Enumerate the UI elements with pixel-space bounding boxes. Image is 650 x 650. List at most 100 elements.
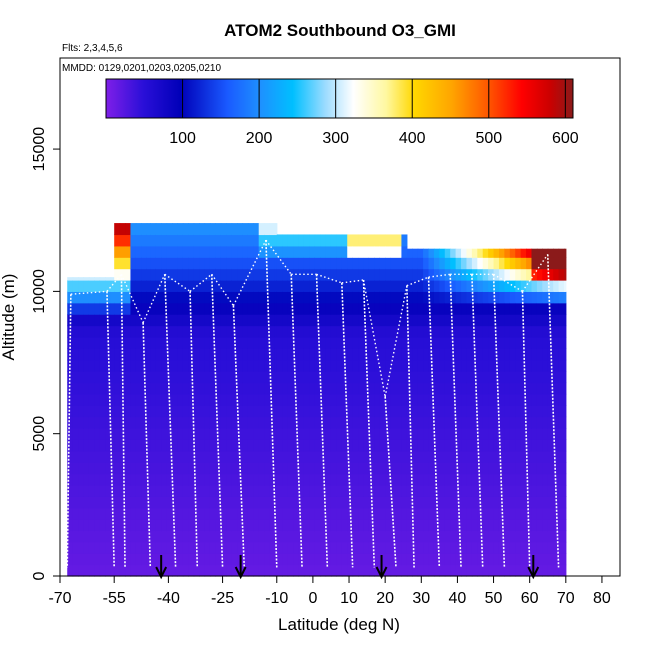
curtain-cell [125,348,132,361]
curtain-cell [536,325,543,338]
curtain-cell [110,277,115,281]
curtain-cell [242,439,249,452]
curtain-cell [166,484,173,497]
curtain-cell [520,473,527,486]
curtain-cell [166,530,173,543]
curtain-cell [325,359,332,372]
colorbar-gradient [105,78,574,119]
curtain-cell [258,268,265,281]
curtain-cell [247,541,254,554]
curtain-cell [237,336,244,349]
curtain-cell [450,280,457,292]
curtain-cell [558,248,565,258]
curtain-cell [493,325,500,338]
curtain-cell [325,393,332,406]
curtain-cell [125,359,132,372]
curtain-cell [247,405,254,418]
curtain-cell [215,302,222,315]
curtain-cell [352,371,359,384]
curtain-cell [287,530,294,543]
curtain-cell [72,541,79,554]
curtain-cell [374,382,381,395]
curtain-cell [130,484,137,497]
curtain-cell [88,325,95,338]
curtain-cell [135,507,142,520]
curtain-cell [298,439,305,452]
curtain-cell [439,507,446,520]
curtain-cell [423,564,430,577]
curtain-cell [199,325,206,338]
curtain-cell [78,359,85,372]
curtain-cell [498,371,505,384]
curtain-cell [461,248,468,258]
curtain-cell [258,507,265,520]
curtain-cell [520,507,527,520]
curtain-cell [199,473,206,486]
curtain-cell [78,382,85,395]
curtain-cell [314,405,321,418]
curtain-cell [231,507,238,520]
curtain-cell [536,428,543,440]
curtain-cell [182,541,189,554]
curtain-cell [242,348,249,361]
curtain-cell [150,393,157,406]
curtain-cell [412,496,419,509]
curtain-cell [237,245,244,258]
curtain-cell [526,248,533,258]
curtain-cell [125,382,132,395]
curtain-cell [325,450,332,463]
curtain-cell [455,302,462,315]
curtain-cell [504,405,511,418]
curtain-cell [423,496,430,509]
curtain-cell [215,314,222,327]
curtain-cell [130,428,137,440]
curtain-cell [303,268,310,281]
curtain-cell [166,564,173,577]
curtain-cell [264,325,271,338]
curtain-cell [94,314,101,327]
curtain-cell [488,280,495,292]
curtain-cell [423,325,430,338]
curtain-cell [450,302,457,315]
curtain-cell [220,336,227,349]
curtain-cell [105,541,112,554]
curtain-cell [558,473,565,486]
curtain-cell [67,277,74,281]
curtain-cell [155,428,162,440]
curtain-cell [482,553,489,566]
curtain-cell [558,348,565,361]
curtain-cell [423,530,430,543]
curtain-cell [390,462,397,475]
curtain-cell [471,473,478,486]
curtain-cell [72,382,79,395]
curtain-cell [83,416,90,429]
curtain-cell [293,496,300,509]
curtain-cell [287,245,294,258]
curtain-cell [330,268,337,281]
curtain-cell [471,507,478,520]
curtain-cell [466,325,473,338]
curtain-cell [542,336,549,349]
curtain-cell [352,348,359,361]
curtain-cell [114,223,121,236]
curtain-cell [276,348,283,361]
curtain-cell [276,507,283,520]
curtain-cell [330,280,337,292]
curtain-cell [401,553,408,566]
curtain-cell [542,268,549,281]
curtain-cell [204,405,211,418]
curtain-cell [105,564,112,577]
curtain-cell [188,507,195,520]
curtain-cell [450,473,457,486]
curtain-cell [439,371,446,384]
curtain-cell [67,462,74,475]
curtain-cell [488,359,495,372]
curtain-cell [461,257,468,270]
curtain-cell [125,519,132,532]
curtain-cell [177,496,184,509]
curtain-cell [520,564,527,577]
curtain-cell [99,484,106,497]
curtain-cell [390,553,397,566]
curtain-cell [119,336,126,349]
x-tick-label: -25 [211,590,234,607]
